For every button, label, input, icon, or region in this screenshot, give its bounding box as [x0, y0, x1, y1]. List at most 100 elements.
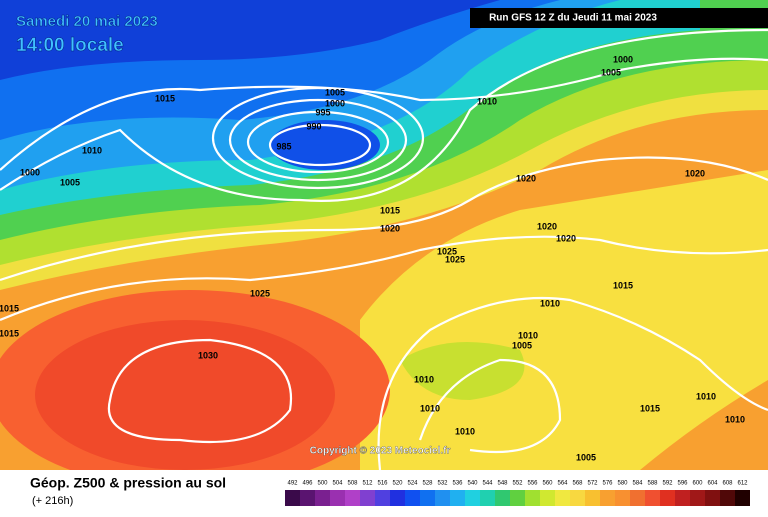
isobar-label: 1010 — [82, 145, 102, 155]
isobar-label: 1010 — [518, 330, 538, 340]
scale-label: 608 — [722, 481, 733, 487]
scale-label: 556 — [527, 481, 538, 487]
footer-title: Géop. Z500 & pression au sol — [30, 475, 226, 491]
scale-swatch — [675, 490, 690, 506]
isobar-label: 1015 — [380, 205, 400, 215]
time: 14:00 locale — [16, 35, 124, 56]
scale-label: 536 — [452, 481, 463, 487]
isobar-label: 1015 — [155, 93, 175, 103]
scale-swatch — [405, 490, 420, 506]
band — [0, 0, 500, 80]
green-zone — [400, 342, 525, 400]
isobars — [0, 28, 768, 471]
scale-label: 504 — [332, 481, 343, 487]
scale-swatch — [600, 490, 615, 506]
scale-label: 576 — [602, 481, 613, 487]
run-box — [470, 8, 768, 28]
scale-label: 512 — [362, 481, 373, 487]
isobar-label: 1015 — [0, 303, 19, 313]
isobar-label: 1010 — [455, 426, 475, 436]
scale-swatch — [480, 490, 495, 506]
isobar-label: 1025 — [250, 288, 270, 298]
scale-swatch — [375, 490, 390, 506]
isobar-label: 1010 — [420, 403, 440, 413]
scale-swatch — [630, 490, 645, 506]
isobar-label: 1010 — [696, 391, 716, 401]
scale-swatch — [525, 490, 540, 506]
isobar-label: 1005 — [325, 87, 345, 97]
copyright: Copyright © 2023 Meteociel.fr — [310, 446, 451, 457]
scale-swatch — [585, 490, 600, 506]
isobar-label: 1010 — [477, 96, 497, 106]
scale-swatch — [735, 490, 750, 506]
isobar-label: 1025 — [437, 246, 457, 256]
scale-label: 612 — [737, 481, 748, 487]
isobar-label: 1020 — [685, 168, 705, 178]
scale-swatch — [450, 490, 465, 506]
scale-swatch — [465, 490, 480, 506]
run-info: Run GFS 12 Z du Jeudi 11 mai 2023 — [489, 13, 657, 24]
scale-swatch — [690, 490, 705, 506]
scale-swatch — [660, 490, 675, 506]
scale-swatch — [495, 490, 510, 506]
scale-swatch — [570, 490, 585, 506]
isobar-label: 985 — [276, 141, 291, 151]
scale-label: 516 — [377, 481, 388, 487]
scale-swatch — [300, 490, 315, 506]
low-core — [270, 120, 380, 170]
scale-label: 584 — [632, 481, 643, 487]
scale-label: 596 — [677, 481, 688, 487]
scale-label: 592 — [662, 481, 673, 487]
scale-swatch — [315, 490, 330, 506]
isobar-label: 1015 — [0, 328, 19, 338]
isobar-label: 995 — [315, 107, 330, 117]
isobar-label: 1030 — [198, 350, 218, 360]
scale-label: 560 — [542, 481, 553, 487]
scale-swatch — [330, 490, 345, 506]
isobar-label: 1015 — [640, 403, 660, 413]
scale-swatch — [645, 490, 660, 506]
isobar-label: 990 — [306, 121, 321, 131]
isobar-label: 1010 — [540, 298, 560, 308]
isobar-label: 1020 — [537, 221, 557, 231]
scale-swatch — [615, 490, 630, 506]
scale-label: 604 — [707, 481, 718, 487]
scale-swatch — [390, 490, 405, 506]
scale-label: 520 — [392, 481, 403, 487]
scale-label: 500 — [317, 481, 328, 487]
isobar-label: 1025 — [445, 254, 465, 264]
scale-label: 564 — [557, 481, 568, 487]
isobar-label: 1020 — [556, 233, 576, 243]
scale-label: 492 — [287, 481, 298, 487]
scale-swatch — [345, 490, 360, 506]
date: Samedi 20 mai 2023 — [16, 13, 158, 30]
scale-label: 524 — [407, 481, 418, 487]
scale-label: 580 — [617, 481, 628, 487]
scale-label: 532 — [437, 481, 448, 487]
scale-label: 496 — [302, 481, 313, 487]
scale-swatch — [540, 490, 555, 506]
scale-label: 548 — [497, 481, 508, 487]
isobar-label: 1010 — [414, 374, 434, 384]
scale-swatch — [360, 490, 375, 506]
isobar-label: 1005 — [512, 340, 532, 350]
scale-label: 528 — [422, 481, 433, 487]
scale-swatch — [435, 490, 450, 506]
scale-label: 544 — [482, 481, 493, 487]
isobar-label: 1000 — [20, 167, 40, 177]
scale-swatch — [420, 490, 435, 506]
isobar-label: 1005 — [60, 177, 80, 187]
scale-swatch — [555, 490, 570, 506]
isobar-label: 1000 — [325, 98, 345, 108]
scale-label: 552 — [512, 481, 523, 487]
scale-swatch — [285, 490, 300, 506]
footer-lead: (+ 216h) — [32, 495, 73, 507]
scale-swatch — [720, 490, 735, 506]
scale-label: 568 — [572, 481, 583, 487]
scale-swatch — [705, 490, 720, 506]
scale-label: 600 — [692, 481, 703, 487]
isobar-label: 1000 — [613, 54, 633, 64]
isobar-label: 1005 — [576, 452, 596, 462]
isobar-label: 1020 — [516, 173, 536, 183]
